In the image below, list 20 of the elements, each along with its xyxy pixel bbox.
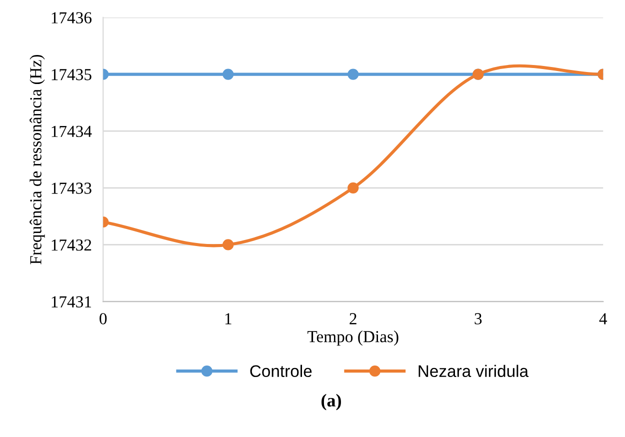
legend-label: Controle	[250, 364, 312, 378]
point	[348, 68, 359, 80]
point	[222, 68, 234, 80]
x-tick-label: 3	[474, 313, 482, 324]
y-tick-label: 17433	[52, 182, 92, 194]
point	[222, 239, 234, 250]
x-tick-label: 1	[225, 313, 232, 324]
legend-label: Nezara viridula	[418, 364, 529, 378]
x-tick-label: 0	[100, 313, 107, 324]
point	[348, 182, 359, 194]
y-tick-label: 17434	[52, 126, 92, 138]
x-tick-label: 2	[350, 313, 356, 324]
x-axis-title: Tempo (Dias)	[307, 330, 398, 346]
y-tick-label: 17432	[52, 239, 92, 251]
x-tick-label: 4	[599, 313, 608, 324]
text: (a)	[322, 394, 341, 410]
y-tick-label: 17436	[52, 12, 92, 24]
y-tick-label: 17431	[52, 296, 92, 308]
y-axis-title: Frequência de ressonância (Hz)	[30, 54, 45, 264]
y-tick-label: 17435	[52, 69, 92, 80]
